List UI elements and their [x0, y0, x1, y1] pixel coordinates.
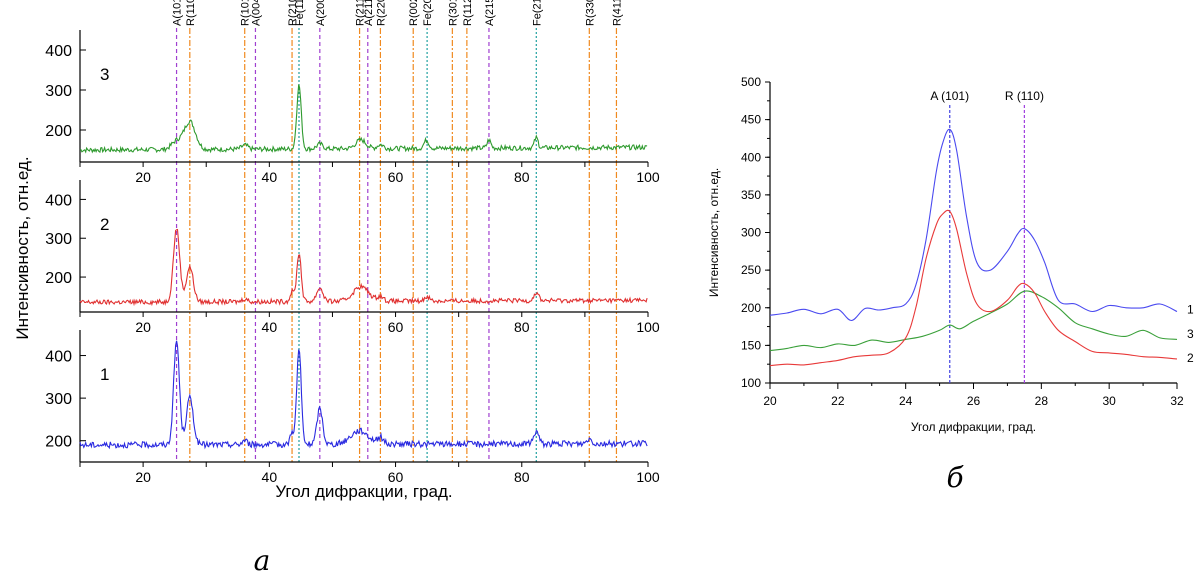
series-label: 1	[1187, 302, 1194, 316]
y-tick-label: 450	[741, 113, 761, 127]
x-tick-label: 60	[388, 169, 404, 185]
x-tick-label: 60	[388, 469, 404, 485]
reference-label: A (101)	[930, 89, 969, 103]
y-tick-label: 300	[45, 231, 72, 248]
y-tick-label: 300	[45, 83, 72, 100]
x-tick-label: 40	[262, 469, 278, 485]
caption-b: б	[946, 461, 964, 494]
x-tick-label: 20	[763, 394, 777, 408]
y-tick-label: 300	[45, 391, 72, 408]
y-tick-label: 300	[741, 226, 761, 240]
y-tick-label: 500	[741, 75, 761, 89]
reference-label: Fe(200)	[422, 0, 434, 26]
x-tick-label: 100	[636, 319, 660, 335]
y-axis-title: Интенсивность, отн.ед.	[13, 156, 32, 339]
y-tick-label: 400	[741, 150, 761, 164]
reference-label: A(200)	[315, 0, 327, 26]
y-tick-label: 350	[741, 188, 761, 202]
x-tick-label: 22	[831, 394, 845, 408]
reference-label: R(002)	[408, 0, 420, 26]
series-label: 1	[100, 365, 109, 384]
series-line-2	[769, 209, 1178, 367]
y-tick-label: 100	[741, 376, 761, 390]
y-tick-label: 200	[45, 270, 72, 287]
y-tick-label: 400	[45, 192, 72, 209]
series-line-3	[769, 290, 1178, 352]
y-tick-label: 400	[45, 43, 72, 60]
reference-label: R (110)	[1005, 89, 1044, 103]
x-tick-label: 60	[388, 319, 404, 335]
reference-label: Fe(110)	[294, 0, 306, 26]
y-tick-label: 150	[741, 338, 761, 352]
reference-label: A(215)	[484, 0, 496, 26]
series-label: 2	[1187, 351, 1194, 365]
reference-label: R(112)	[462, 0, 474, 26]
x-tick-label: 80	[514, 469, 530, 485]
x-tick-label: 80	[514, 169, 530, 185]
series-label: 3	[100, 65, 109, 84]
x-tick-label: 80	[514, 319, 530, 335]
reference-label: R(301)	[447, 0, 459, 26]
panel-a: A(101) R(110) R(101)A(004) R(210)Fe(110) A(2…	[13, 0, 660, 501]
x-axis-title: Угол дифракции, град.	[911, 420, 1036, 434]
x-tick-label: 20	[135, 319, 151, 335]
reference-label: R(210)	[287, 0, 299, 26]
reference-label: A(211)	[363, 0, 375, 26]
reference-label: R(220)	[375, 0, 387, 26]
reference-label: A(101)	[172, 0, 184, 26]
y-tick-label: 200	[45, 434, 72, 451]
panel-b: 100 150 200 250 300 350 400 450 500 20 22 24 26 28 30 3…	[707, 75, 1194, 434]
y-axis-title: Интенсивность, отн.ед.	[707, 168, 721, 297]
x-tick-label: 32	[1170, 394, 1184, 408]
reference-label: R(411)	[611, 0, 623, 26]
series-label: 3	[1187, 327, 1194, 341]
y-tick-label: 400	[45, 349, 72, 366]
x-tick-label: 40	[262, 319, 278, 335]
x-tick-label: 100	[636, 169, 660, 185]
y-tick-label: 250	[741, 263, 761, 277]
series-line-3	[79, 84, 648, 154]
x-tick-label: 28	[1035, 394, 1049, 408]
y-tick-label: 200	[45, 123, 72, 140]
x-axis-title: Угол дифракции, град.	[275, 482, 452, 501]
series-line-1	[79, 340, 648, 450]
reference-label: R(211)	[355, 0, 367, 26]
y-tick-label: 200	[741, 301, 761, 315]
x-tick-label: 30	[1102, 394, 1116, 408]
x-tick-label: 20	[135, 469, 151, 485]
series-label: 2	[100, 215, 109, 234]
series-line-2	[79, 228, 648, 307]
x-tick-label: 40	[262, 169, 278, 185]
caption-a: а	[254, 544, 271, 577]
reference-label: R(110)	[185, 0, 197, 26]
x-tick-label: 26	[967, 394, 981, 408]
x-tick-label: 100	[636, 469, 660, 485]
x-tick-label: 20	[135, 169, 151, 185]
reference-label: Fe(211)	[531, 0, 543, 26]
reference-label: R(101)	[240, 0, 252, 26]
x-tick-label: 24	[899, 394, 913, 408]
reference-label: A(004)	[250, 0, 262, 26]
series-line-1	[769, 128, 1178, 322]
reference-label: R(330)	[584, 0, 596, 26]
